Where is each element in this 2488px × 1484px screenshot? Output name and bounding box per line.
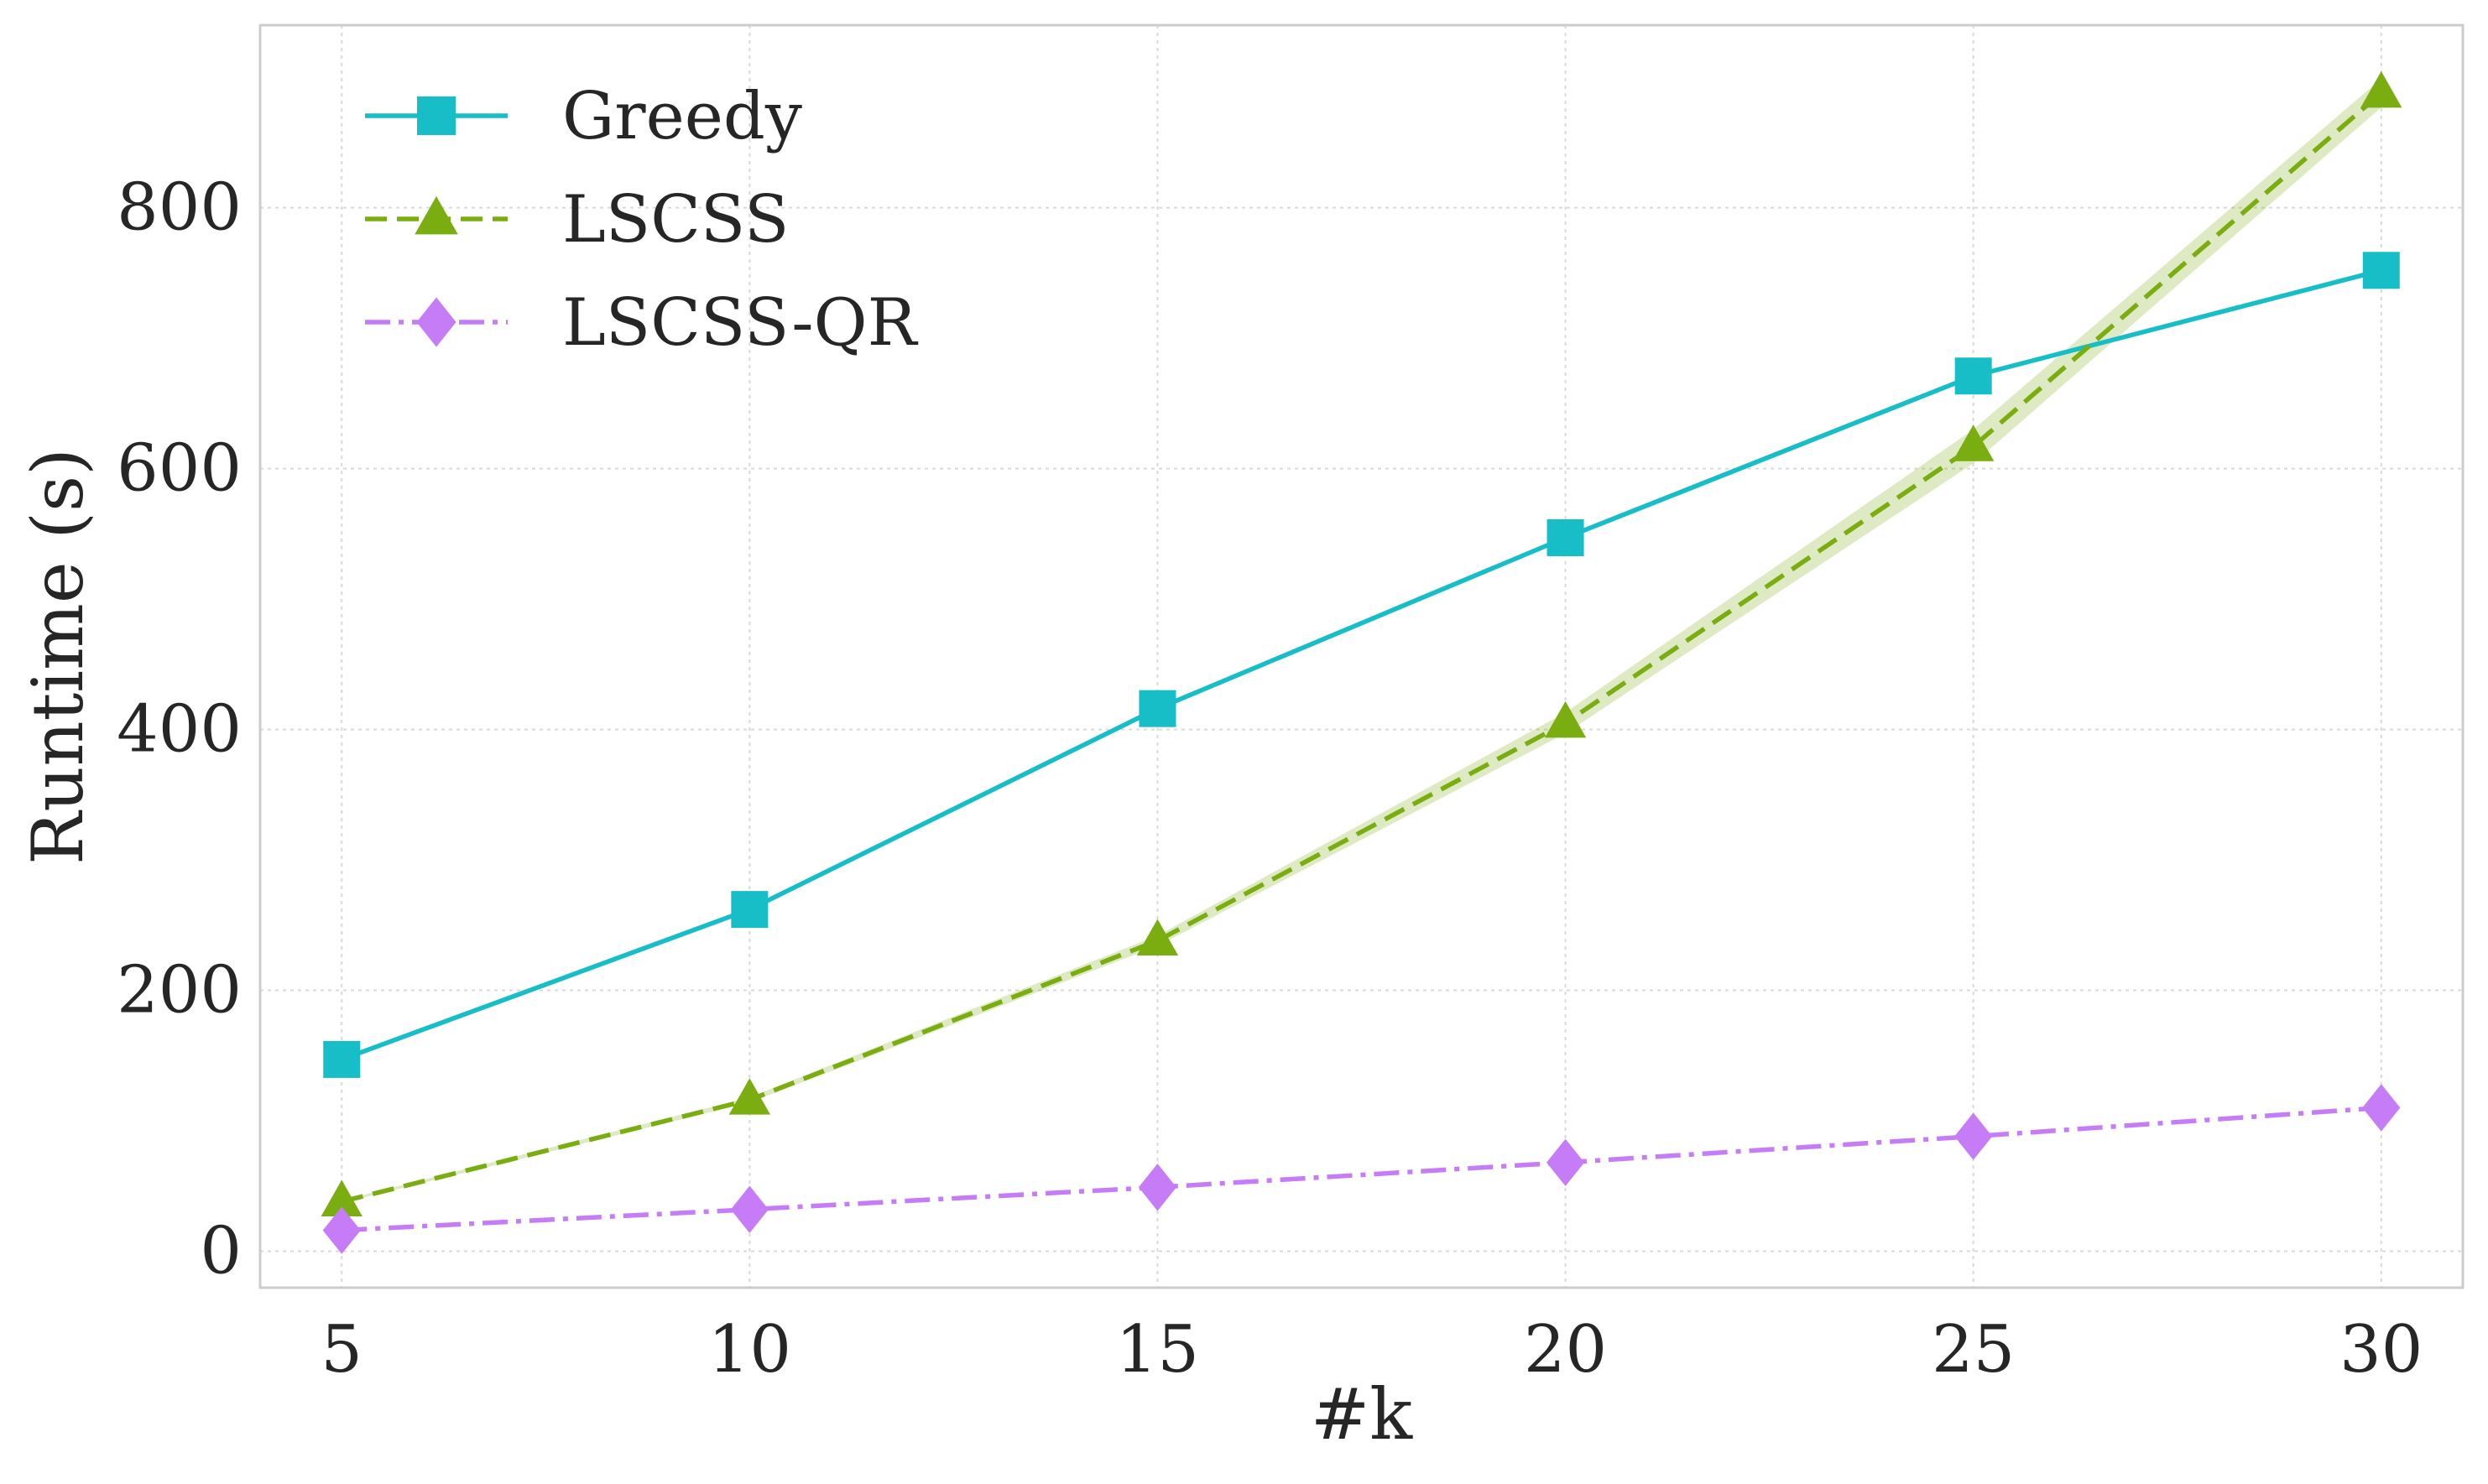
legend: Greedy LSCSS LSCSS-QR (365, 79, 919, 361)
marker-lscss-20 (1544, 700, 1587, 738)
legend-label-lscss: LSCSS (562, 182, 789, 258)
series-lines (341, 91, 2383, 1233)
series-markers (321, 70, 2402, 1254)
marker-greedy-10 (731, 891, 769, 929)
marker-lscss-30 (2360, 70, 2402, 108)
tick-labels: 5 10 15 20 25 30 0 200 400 600 800 (117, 170, 2423, 1388)
x-tick-label-5: 5 (321, 1312, 363, 1388)
x-tick-label-10: 10 (708, 1312, 791, 1388)
y-tick-label-400: 400 (117, 692, 242, 768)
y-tick-label-0: 0 (200, 1213, 242, 1289)
marker-greedy-30 (2362, 252, 2400, 289)
line-lscss (341, 91, 2383, 1205)
legend-marker-lscss-qr (416, 297, 456, 347)
marker-greedy-25 (1954, 357, 1992, 395)
marker-lscss-25 (1953, 424, 1995, 461)
marker-lscss-qr-10 (730, 1185, 769, 1233)
x-tick-label-20: 20 (1524, 1312, 1607, 1388)
legend-label-lscss-qr: LSCSS-QR (562, 285, 919, 361)
marker-greedy-5 (323, 1040, 361, 1078)
marker-greedy-15 (1139, 690, 1176, 727)
y-tick-label-600: 600 (117, 431, 242, 507)
marker-lscss-qr-30 (2362, 1084, 2401, 1132)
legend-marker-lscss (415, 195, 458, 235)
y-tick-label-200: 200 (117, 953, 242, 1028)
legend-label-greedy: Greedy (562, 79, 802, 154)
y-axis-label: Runtime (s) (17, 448, 99, 865)
marker-lscss-qr-25 (1954, 1112, 1993, 1160)
marker-lscss-5 (321, 1179, 363, 1216)
plot-frame (258, 23, 2465, 1289)
marker-lscss-10 (728, 1078, 770, 1115)
legend-item-lscss-qr: LSCSS-QR (365, 285, 919, 361)
marker-greedy-20 (1547, 519, 1584, 557)
x-tick-label-30: 30 (2339, 1312, 2423, 1388)
marker-lscss-qr-20 (1547, 1138, 1585, 1186)
legend-item-lscss: LSCSS (365, 182, 789, 258)
legend-item-greedy: Greedy (365, 79, 802, 154)
x-axis-label: #k (1311, 1373, 1413, 1455)
x-tick-label-15: 15 (1116, 1312, 1199, 1388)
y-tick-label-800: 800 (117, 170, 242, 246)
x-tick-label-25: 25 (1932, 1312, 2015, 1388)
marker-lscss-15 (1136, 919, 1179, 955)
marker-lscss-qr-5 (322, 1206, 361, 1254)
line-lscss-qr (342, 1105, 2381, 1233)
line-greedy (341, 268, 2382, 1062)
marker-lscss-qr-15 (1138, 1164, 1176, 1211)
legend-marker-greedy (417, 96, 456, 135)
